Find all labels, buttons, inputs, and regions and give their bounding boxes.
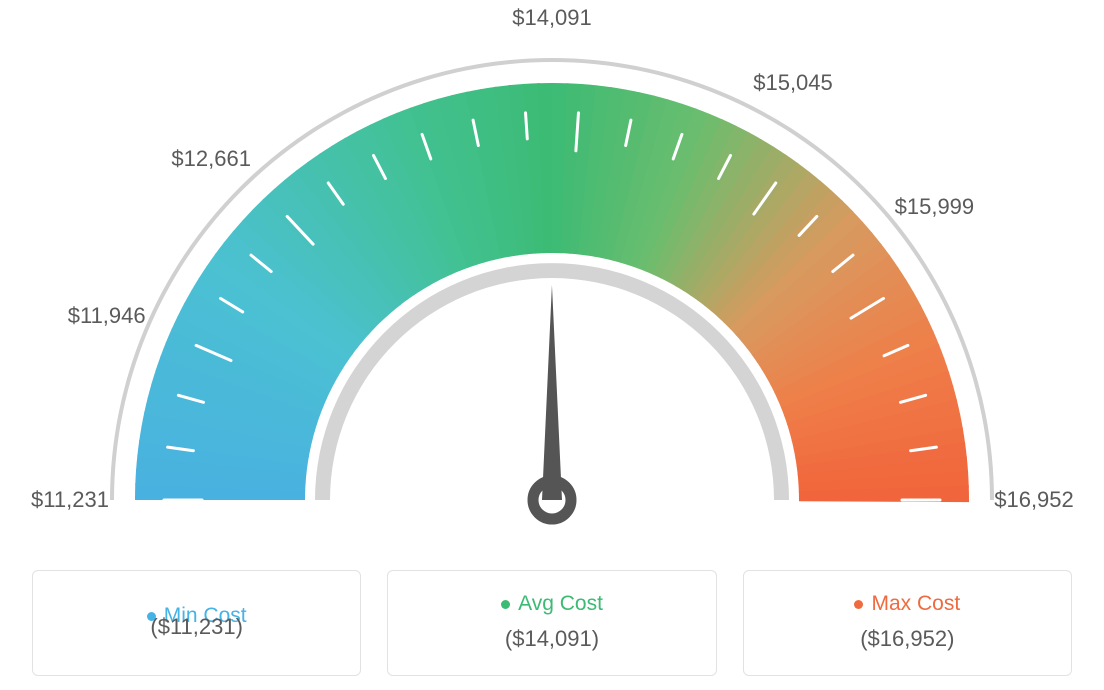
cost-gauge-container: $11,231 $11,946 $12,661 $14,091 $15,045 $15,9… [0,0,1104,690]
legend-card-avg: Avg Cost ($14,091) [387,570,716,676]
legend-dot-avg [501,600,510,609]
legend-card-max: Max Cost ($16,952) [743,570,1072,676]
gauge-tick-label: $11,946 [68,303,146,329]
legend-label-avg: Avg Cost [518,592,603,616]
legend-value-min-text: ($11,231) [150,614,243,640]
legend-dot-max [854,600,863,609]
gauge-tick-label: $16,952 [994,487,1074,513]
legend-row: Min Cost ($11,231) Avg Cost ($14,091) Ma… [0,570,1104,690]
legend-label-max: Max Cost [871,592,960,616]
legend-title-avg: Avg Cost [501,592,603,616]
gauge-tick-label: $15,045 [753,70,833,96]
gauge-chart: $11,231 $11,946 $12,661 $14,091 $15,045 $15,9… [0,0,1104,560]
legend-card-min: Min Cost ($11,231) [32,570,361,676]
gauge-tick-label: $15,999 [895,194,975,220]
legend-value-avg: ($14,091) [505,626,599,652]
legend-title-max: Max Cost [854,592,960,616]
gauge-tick-label: $11,231 [31,487,109,513]
gauge-tick-label: $12,661 [171,146,251,172]
gauge-tick-label: $14,091 [512,5,592,31]
legend-value-max: ($16,952) [860,626,954,652]
